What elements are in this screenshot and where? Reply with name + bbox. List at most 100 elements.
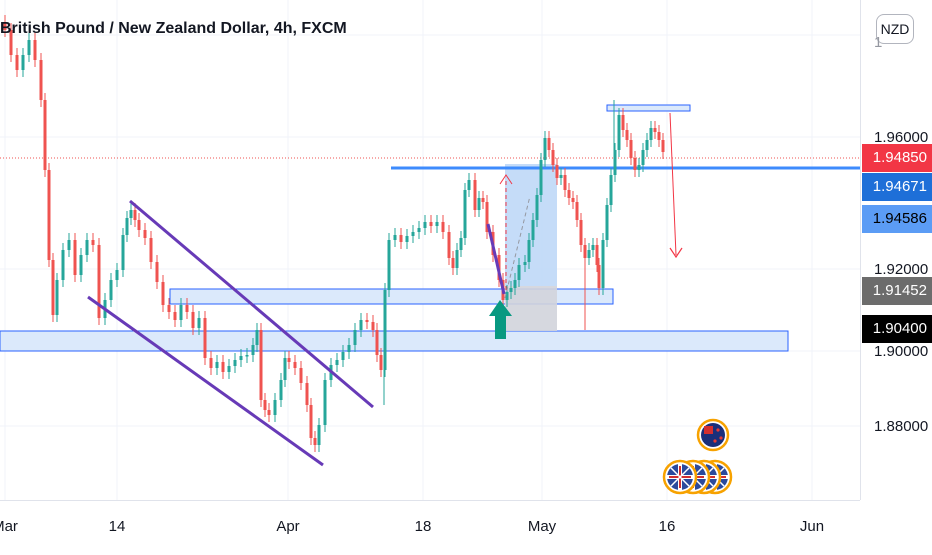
- candle-body: [209, 358, 213, 368]
- candle-body: [661, 140, 665, 152]
- candle-body: [273, 400, 277, 415]
- candle-body: [21, 55, 25, 70]
- candle-body: [597, 265, 601, 288]
- candle-body: [9, 30, 13, 55]
- candle-body: [255, 330, 259, 345]
- candle-body: [167, 305, 171, 312]
- candle-body: [509, 288, 513, 292]
- candle-body: [473, 180, 477, 210]
- candle-body: [179, 305, 183, 320]
- crosshair-label: 1.90400: [862, 315, 932, 343]
- y-tick-188000: 1.88000: [874, 418, 929, 435]
- candle-body: [459, 238, 463, 250]
- short-arrow-head: [669, 247, 683, 259]
- channel-upper-line: [129, 199, 374, 409]
- candle-body: [551, 150, 555, 165]
- candle-body: [637, 165, 641, 170]
- candle-body: [335, 360, 339, 365]
- projection-box-grey: [505, 286, 557, 331]
- candle-body: [587, 250, 591, 258]
- candle-body: [239, 356, 243, 360]
- candle-body: [393, 235, 397, 240]
- trend-line-small: [486, 223, 506, 295]
- y-tick-192000: 1.92000: [874, 261, 929, 278]
- candle-body: [15, 55, 19, 70]
- x-tick-14: 14: [108, 518, 126, 535]
- candle-body: [173, 312, 177, 320]
- x-tick-16: 16: [658, 518, 676, 535]
- candle-body: [3, 22, 7, 30]
- candle-body: [579, 220, 583, 245]
- zone-label: 1.91452: [862, 277, 932, 305]
- candle-body: [657, 132, 661, 140]
- channel-lower-line: [87, 295, 324, 467]
- candle-body: [251, 345, 255, 355]
- candle-body: [317, 425, 321, 445]
- x-tick-jun: Jun: [799, 518, 825, 535]
- candle-body: [539, 160, 543, 195]
- short-arrow-line: [669, 112, 677, 256]
- candle-body: [309, 405, 313, 438]
- candle-body: [575, 202, 579, 220]
- y-tick-190000: 1.90000: [874, 343, 929, 360]
- candle-body: [547, 138, 551, 150]
- candle-body: [383, 290, 387, 370]
- candle-body: [605, 205, 609, 240]
- candle-body: [481, 198, 485, 202]
- candle-body: [287, 358, 291, 362]
- candle-body: [245, 355, 249, 357]
- candle-body: [435, 222, 439, 226]
- long-arrow-icon: [489, 300, 512, 339]
- candle-body: [39, 60, 43, 100]
- candle-body: [617, 115, 621, 150]
- candle-body: [563, 175, 567, 190]
- candle-body: [405, 236, 409, 242]
- candle-body: [91, 240, 95, 245]
- candle-body: [387, 240, 391, 290]
- candle-body: [371, 322, 375, 330]
- candle-body: [109, 280, 113, 300]
- candle-body: [305, 383, 309, 405]
- candle-body: [221, 362, 225, 372]
- candle-body: [467, 180, 471, 190]
- currency-button[interactable]: NZD: [876, 14, 914, 44]
- candle-body: [379, 355, 383, 370]
- candle-body: [47, 170, 51, 260]
- candle-body: [161, 282, 165, 305]
- level-label-2: 1.94586: [862, 205, 932, 233]
- projection-up-arrowhead: [499, 174, 513, 185]
- candle-body: [313, 438, 317, 445]
- candle-body: [653, 128, 657, 132]
- candle-body: [125, 218, 129, 235]
- candle-body: [233, 360, 237, 366]
- candle-body: [477, 198, 481, 210]
- candle-body: [535, 195, 539, 220]
- candle-body: [527, 240, 531, 262]
- candle-body: [423, 222, 427, 228]
- candle-body: [559, 175, 563, 178]
- candle-body: [149, 238, 153, 262]
- candle-body: [27, 40, 31, 55]
- candle-body: [485, 202, 489, 232]
- candle-body: [591, 245, 595, 250]
- candle-body: [359, 320, 363, 330]
- candle-body: [203, 318, 207, 358]
- candle-body: [531, 220, 535, 240]
- candle-body: [567, 190, 571, 198]
- candle-body: [33, 40, 37, 60]
- projection-box-blue: [505, 164, 557, 286]
- candle-body: [323, 380, 327, 425]
- candle-body: [215, 362, 219, 368]
- x-tick-18: 18: [414, 518, 432, 535]
- candle-body: [85, 240, 89, 255]
- candle-body: [633, 158, 637, 170]
- candle-body: [55, 280, 59, 315]
- nz-flag-star-1: [719, 436, 723, 440]
- candle-body: [451, 258, 455, 268]
- candle-body: [97, 245, 101, 318]
- candle-body: [283, 358, 287, 380]
- x-tick-apr: Apr: [276, 518, 300, 535]
- candle-body: [543, 138, 547, 160]
